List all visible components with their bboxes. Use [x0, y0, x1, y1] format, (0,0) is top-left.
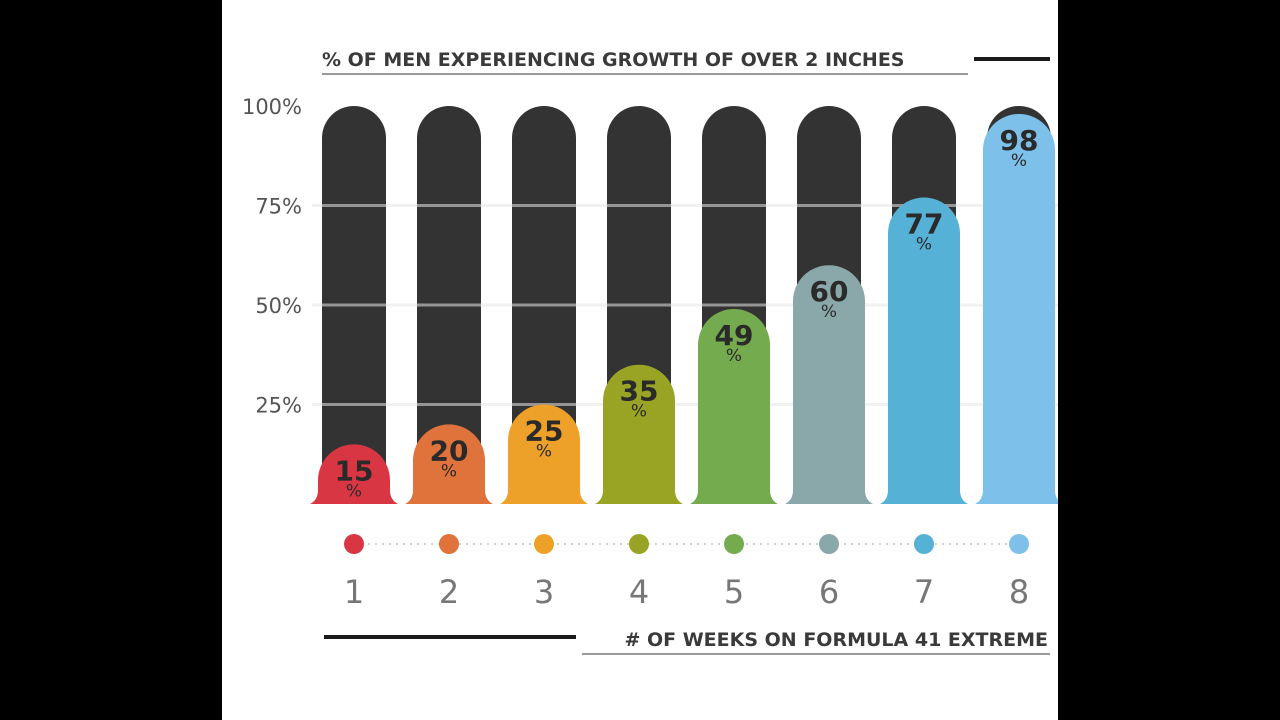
data-label-suffix-4: %	[631, 402, 647, 422]
x-tick-8: 8	[1009, 573, 1029, 611]
data-label-3: 25	[525, 415, 564, 448]
data-label-5: 49	[715, 319, 754, 352]
bar-5	[690, 308, 778, 504]
data-label-4: 35	[620, 375, 659, 408]
category-dot-6	[819, 534, 839, 554]
data-label-1: 15	[335, 454, 374, 487]
y-axis: 100% 75% 50% 25%	[242, 95, 302, 418]
category-dot-4	[629, 534, 649, 554]
data-label-6: 60	[810, 275, 849, 308]
x-tick-3: 3	[534, 573, 554, 611]
category-dots	[344, 534, 1029, 554]
category-dot-7	[914, 534, 934, 554]
data-label-suffix-7: %	[916, 235, 932, 255]
x-tick-2: 2	[439, 573, 459, 611]
y-tick-25: 25%	[255, 394, 302, 418]
bar-chart: % OF MEN EXPERIENCING GROWTH OF OVER 2 I…	[242, 49, 1058, 655]
value-labels: 15%20%25%35%49%60%77%98%	[335, 124, 1039, 501]
category-dot-1	[344, 534, 364, 554]
category-dot-2	[439, 534, 459, 554]
category-dot-8	[1009, 534, 1029, 554]
data-label-8: 98	[1000, 124, 1039, 157]
x-tick-5: 5	[724, 573, 744, 611]
data-label-suffix-8: %	[1011, 151, 1027, 171]
x-axis-title: # OF WEEKS ON FORMULA 41 EXTREME	[624, 629, 1048, 651]
bar-4	[595, 364, 683, 504]
x-axis-title-group: # OF WEEKS ON FORMULA 41 EXTREME	[324, 629, 1050, 655]
data-label-suffix-6: %	[821, 302, 837, 322]
bar-fills	[310, 114, 1058, 505]
y-tick-50: 50%	[255, 294, 302, 318]
x-tick-7: 7	[914, 573, 934, 611]
data-label-suffix-5: %	[726, 346, 742, 366]
data-label-suffix-2: %	[441, 461, 457, 481]
data-label-7: 77	[905, 208, 944, 241]
chart-title-group: % OF MEN EXPERIENCING GROWTH OF OVER 2 I…	[322, 49, 1050, 75]
bar-7	[880, 197, 968, 505]
data-label-2: 20	[430, 434, 469, 467]
x-tick-4: 4	[629, 573, 649, 611]
bar-8	[975, 114, 1058, 504]
x-tick-6: 6	[819, 573, 839, 611]
y-tick-75: 75%	[255, 195, 302, 219]
bar-3	[500, 404, 588, 504]
category-dot-5	[724, 534, 744, 554]
chart-title: % OF MEN EXPERIENCING GROWTH OF OVER 2 I…	[322, 49, 904, 71]
x-tick-1: 1	[344, 573, 364, 611]
category-dot-3	[534, 534, 554, 554]
y-tick-100: 100%	[242, 95, 302, 119]
bar-2	[405, 424, 493, 504]
data-label-suffix-3: %	[536, 442, 552, 462]
bar-6	[785, 265, 873, 504]
chart-card: % OF MEN EXPERIENCING GROWTH OF OVER 2 I…	[222, 0, 1058, 720]
bar-1	[310, 444, 398, 504]
x-axis: 1 2 3 4 5 6 7 8	[344, 573, 1029, 611]
data-label-suffix-1: %	[346, 481, 362, 501]
